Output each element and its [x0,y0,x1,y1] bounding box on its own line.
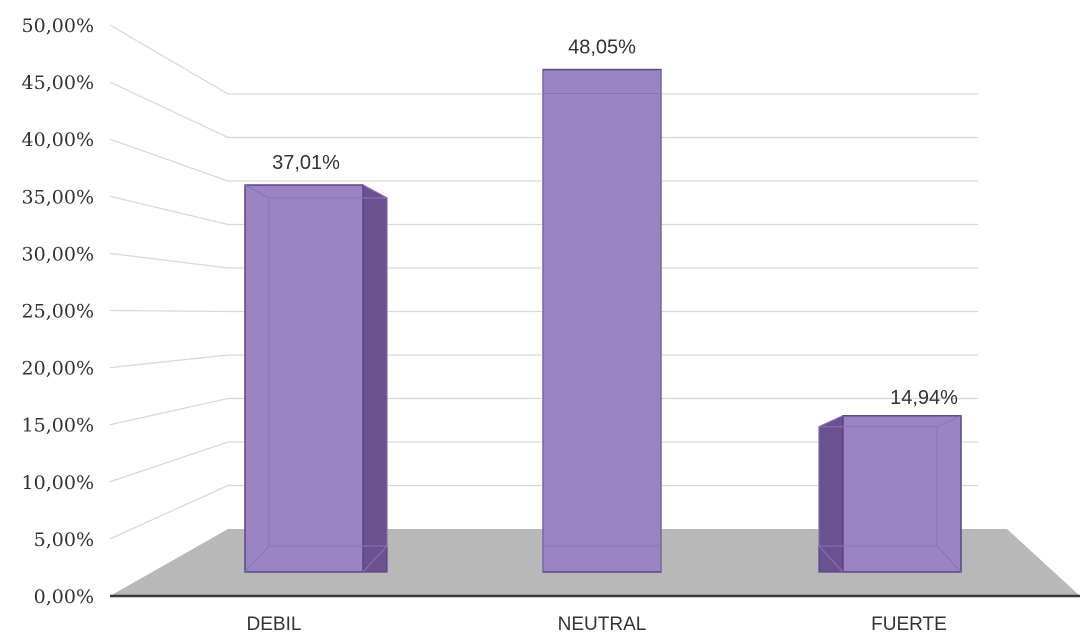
y-tick-label: 35,00% [22,186,94,208]
bar-debil-corner-edge [362,184,388,199]
data-label: 14,94% [890,387,958,409]
y-tick-label: 40,00% [22,129,94,151]
bar-fuerte-corner-edge [818,545,844,573]
gridline-diagonal [109,138,229,182]
y-tick-label: 25,00% [22,301,94,323]
y-tick-label: 10,00% [22,472,94,494]
bar-fuerte[interactable] [842,415,962,573]
y-tick-label: 5,00% [34,529,94,551]
gridline-diagonal [109,354,229,369]
bar-debil-side [362,183,388,573]
gridline-diagonal [109,309,229,313]
gridline-diagonal [109,441,229,483]
gridline-diagonal [109,81,229,139]
bar-debil-corner-edge [244,545,270,573]
x-category-label: FUERTE [871,614,947,635]
y-tick-label: 30,00% [22,243,94,265]
gridline-diagonal [109,252,229,269]
bar-debil-corner-edge [362,545,388,573]
gridline-diagonal [109,397,229,426]
bar-debil[interactable] [244,184,364,573]
x-category-label: NEUTRAL [558,614,647,635]
y-tick-label: 45,00% [22,72,94,94]
bar-fuerte-side [818,414,844,573]
x-category-label: DEBIL [247,614,302,635]
gridline-diagonal [109,195,229,226]
data-label: 48,05% [568,37,636,59]
bar-fuerte-corner-edge [936,545,962,573]
y-tick-label: 15,00% [22,415,94,437]
bar-neutral[interactable] [542,68,662,573]
bar-fuerte-corner-edge [936,415,962,428]
data-label: 37,01% [272,152,340,174]
y-tick-label: 50,00% [22,15,94,37]
bar-debil-corner-edge [244,184,270,199]
bar-fuerte-corner-edge [818,415,844,428]
y-tick-label: 20,00% [22,358,94,380]
gridline-diagonal [109,24,229,95]
y-tick-label: 0,00% [34,586,94,608]
gridline-diagonal [109,484,229,540]
